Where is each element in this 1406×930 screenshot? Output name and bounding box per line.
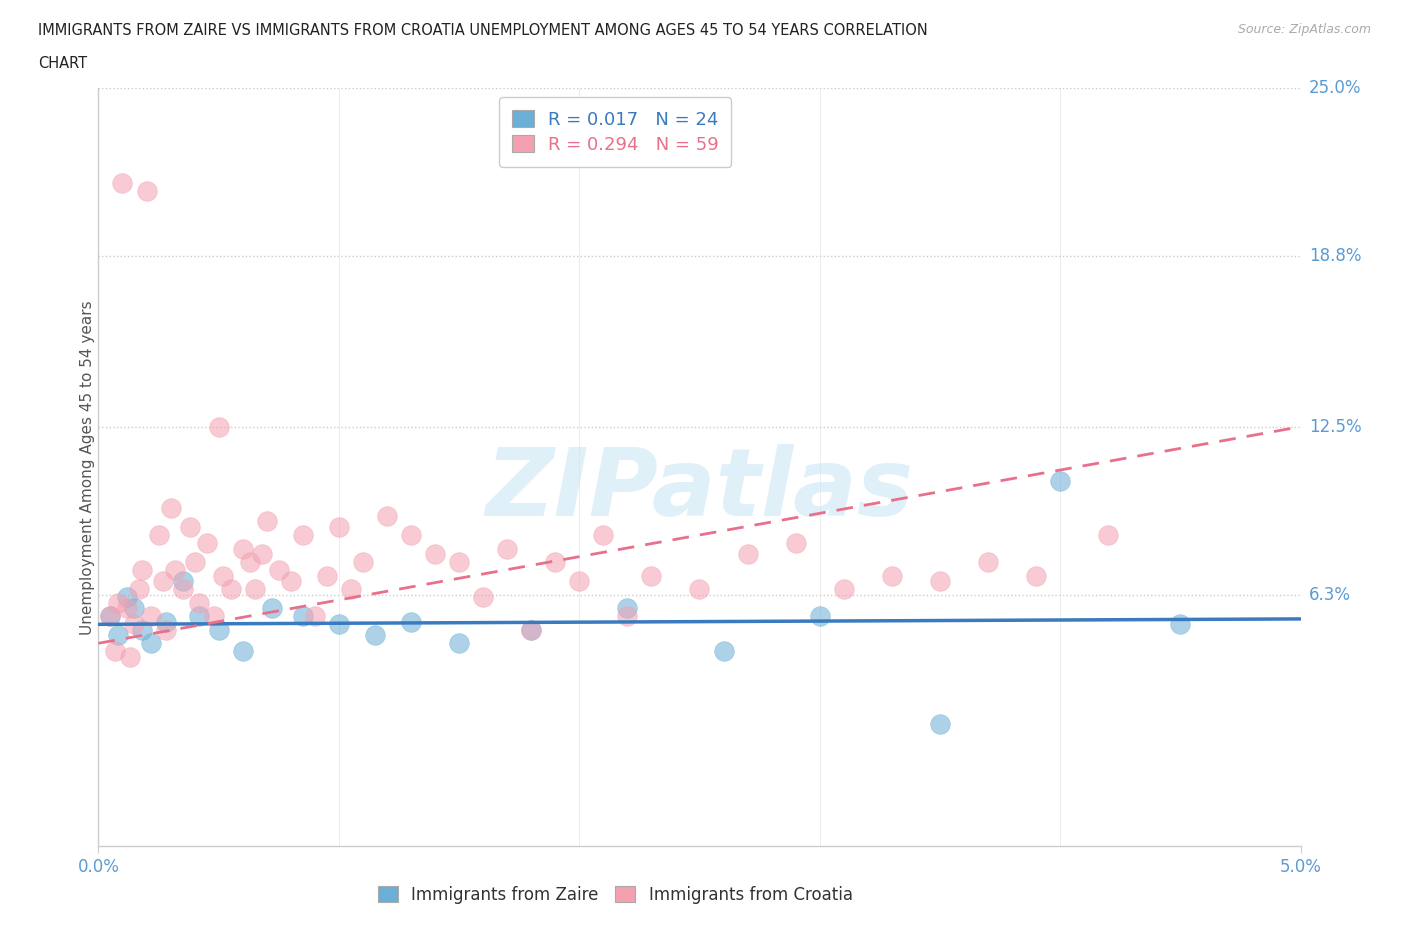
Point: [232, 644, 254, 658]
Point: [179, 520, 201, 535]
Point: [104, 644, 127, 658]
Point: [107, 595, 129, 610]
Point: [375, 509, 398, 524]
Point: [202, 609, 225, 624]
Point: [1025, 568, 1047, 583]
Point: [124, 601, 146, 616]
Text: 25.0%: 25.0%: [1309, 79, 1361, 98]
Point: [152, 574, 174, 589]
Point: [929, 574, 952, 589]
Point: [340, 581, 363, 596]
Point: [832, 581, 855, 596]
Point: [785, 536, 807, 551]
Point: [977, 554, 1000, 569]
Point: [291, 527, 314, 542]
Point: [447, 636, 470, 651]
Legend: Immigrants from Zaire, Immigrants from Croatia: Immigrants from Zaire, Immigrants from C…: [368, 876, 863, 914]
Point: [616, 601, 638, 616]
Point: [195, 536, 218, 551]
Point: [1170, 617, 1192, 631]
Point: [239, 554, 262, 569]
Point: [117, 601, 139, 616]
Text: 6.3%: 6.3%: [1309, 586, 1351, 604]
Point: [100, 609, 122, 624]
Point: [212, 568, 235, 583]
Point: [100, 609, 122, 624]
Point: [880, 568, 903, 583]
Text: ZIPatlas: ZIPatlas: [485, 444, 914, 536]
Point: [1049, 473, 1071, 488]
Point: [592, 527, 614, 542]
Point: [232, 541, 254, 556]
Point: [423, 547, 446, 562]
Point: [688, 581, 710, 596]
Point: [141, 609, 163, 624]
Text: 12.5%: 12.5%: [1309, 418, 1361, 436]
Point: [929, 717, 952, 732]
Text: 18.8%: 18.8%: [1309, 247, 1361, 265]
Point: [107, 628, 129, 643]
Point: [399, 614, 422, 629]
Point: [364, 628, 387, 643]
Point: [260, 601, 283, 616]
Point: [188, 595, 211, 610]
Text: IMMIGRANTS FROM ZAIRE VS IMMIGRANTS FROM CROATIA UNEMPLOYMENT AMONG AGES 45 TO 5: IMMIGRANTS FROM ZAIRE VS IMMIGRANTS FROM…: [38, 23, 928, 38]
Point: [165, 563, 187, 578]
Point: [172, 574, 194, 589]
Point: [1097, 527, 1119, 542]
Text: CHART: CHART: [38, 56, 87, 71]
Point: [520, 622, 543, 637]
Y-axis label: Unemployment Among Ages 45 to 54 years: Unemployment Among Ages 45 to 54 years: [80, 300, 94, 634]
Point: [616, 609, 638, 624]
Point: [155, 614, 177, 629]
Point: [118, 649, 141, 664]
Point: [208, 622, 231, 637]
Point: [208, 419, 231, 434]
Point: [544, 554, 567, 569]
Point: [304, 609, 326, 624]
Point: [250, 547, 273, 562]
Point: [188, 609, 211, 624]
Point: [399, 527, 422, 542]
Point: [267, 563, 290, 578]
Point: [447, 554, 470, 569]
Point: [183, 554, 205, 569]
Point: [243, 581, 266, 596]
Point: [352, 554, 374, 569]
Point: [256, 514, 278, 529]
Point: [713, 644, 735, 658]
Point: [496, 541, 519, 556]
Point: [568, 574, 591, 589]
Point: [472, 590, 495, 604]
Point: [280, 574, 302, 589]
Point: [131, 563, 153, 578]
Point: [520, 622, 543, 637]
Point: [219, 581, 242, 596]
Point: [291, 609, 314, 624]
Point: [155, 622, 177, 637]
Point: [141, 636, 163, 651]
Point: [148, 527, 170, 542]
Point: [737, 547, 759, 562]
Point: [131, 622, 153, 637]
Point: [159, 500, 181, 515]
Point: [117, 590, 139, 604]
Text: Source: ZipAtlas.com: Source: ZipAtlas.com: [1237, 23, 1371, 36]
Point: [328, 520, 350, 535]
Point: [135, 184, 157, 199]
Point: [111, 176, 134, 191]
Point: [128, 581, 150, 596]
Point: [124, 617, 146, 631]
Point: [328, 617, 350, 631]
Point: [315, 568, 337, 583]
Point: [808, 609, 831, 624]
Point: [172, 581, 194, 596]
Point: [640, 568, 662, 583]
